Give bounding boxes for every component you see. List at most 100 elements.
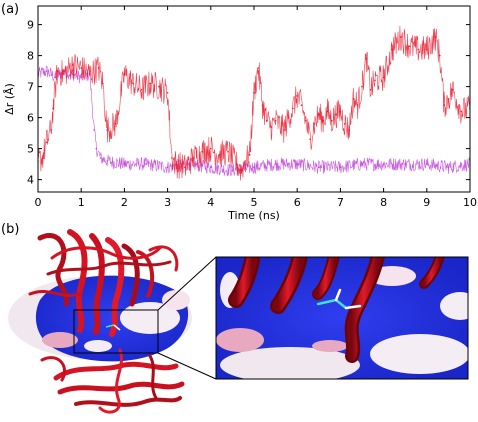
series-0-point — [408, 45, 411, 48]
zoom-connector-bottom — [157, 352, 217, 380]
series-0-point — [270, 126, 273, 128]
series-0-point — [309, 138, 311, 141]
series-0-point — [300, 104, 303, 106]
series-0-point — [447, 98, 450, 100]
series-0-point — [240, 169, 242, 172]
series-0-point — [318, 113, 320, 116]
y-tick-label: 4 — [27, 174, 34, 187]
series-0-point — [369, 88, 372, 91]
series-1-point — [447, 166, 450, 168]
series-1-point — [274, 163, 277, 165]
series-0-point — [140, 88, 143, 91]
series-0-point — [201, 150, 203, 153]
series-0-point — [158, 85, 160, 88]
series-0-point — [426, 48, 428, 51]
series-1-point — [95, 147, 98, 150]
series-0-point — [56, 70, 59, 72]
series-0-point — [244, 160, 247, 162]
series-0-point — [417, 48, 419, 51]
series-0-point — [460, 110, 463, 113]
protein-rendering — [8, 229, 217, 414]
series-0-point — [253, 92, 255, 94]
series-1-point — [404, 163, 407, 165]
series-0-point — [132, 82, 134, 85]
y-tick-label: 8 — [27, 50, 34, 63]
x-tick-label: 0 — [35, 196, 42, 209]
series-0-point — [235, 163, 238, 165]
series-0-point — [434, 36, 437, 38]
x-tick-label: 7 — [337, 196, 344, 209]
panel-a-label: (a) — [1, 2, 19, 17]
series-0-point — [287, 116, 290, 119]
series-0-point — [374, 79, 376, 82]
series-0-point — [391, 48, 394, 51]
series-0-point — [218, 154, 221, 156]
series-0-point — [71, 64, 74, 66]
series-0-point — [382, 76, 385, 79]
series-0-point — [335, 113, 337, 116]
series-0-point — [365, 57, 368, 60]
y-axis-label: Δr (Å) — [3, 83, 16, 115]
series-0-point — [210, 147, 212, 150]
series-0-point — [400, 36, 402, 38]
series-1-point — [145, 163, 147, 165]
series-1-point — [54, 76, 57, 79]
series-0-point — [257, 67, 260, 69]
series-0-point — [227, 150, 229, 153]
x-axis-label: Time (ns) — [227, 209, 280, 222]
series-0-point — [102, 82, 104, 85]
x-tick-label: 6 — [294, 196, 301, 209]
y-tick-label: 5 — [27, 143, 34, 156]
series-0-trace — [38, 25, 470, 181]
series-0-point — [97, 67, 100, 69]
series-0-point — [89, 73, 91, 75]
series-0-point — [438, 54, 441, 57]
series-layer — [38, 25, 470, 181]
series-1-point — [210, 166, 212, 168]
series-1-point — [253, 166, 255, 168]
inset-ribbons — [228, 257, 445, 363]
series-0-point — [184, 166, 186, 168]
series-0-point — [292, 107, 294, 110]
series-0-point — [50, 129, 52, 131]
series-0-point — [114, 123, 117, 125]
series-0-point — [283, 129, 286, 131]
x-tick-label: 5 — [251, 196, 258, 209]
x-tick-label: 4 — [207, 196, 214, 209]
inset-ligand — [316, 288, 362, 310]
series-1-point — [93, 129, 95, 131]
y-tick-label: 9 — [27, 19, 34, 32]
series-1-point — [80, 76, 82, 79]
series-0-point — [343, 123, 346, 125]
series-1-point — [296, 163, 299, 165]
ligand-sticks — [105, 324, 121, 331]
series-1-point — [339, 166, 342, 168]
series-1-point — [426, 163, 428, 165]
series-0-point — [261, 104, 264, 106]
series-0-point — [296, 95, 299, 97]
series-0-point — [192, 157, 195, 159]
series-0-point — [106, 129, 108, 131]
ticks-layer: 0 1 2 3 4 5 6 7 8 9 10 4 5 6 7 8 9 — [27, 6, 477, 209]
series-0-point — [45, 141, 48, 144]
series-0-point — [248, 154, 251, 156]
panel-b-label: (b) — [1, 222, 19, 237]
x-tick-label: 10 — [463, 196, 477, 209]
series-1-point — [382, 163, 385, 165]
x-tick-label: 1 — [78, 196, 85, 209]
protein-ribbons-top — [28, 229, 179, 337]
series-1-point — [318, 166, 320, 168]
series-0-point — [123, 73, 126, 75]
series-1-point — [166, 166, 169, 168]
series-0-point — [361, 85, 363, 88]
series-1-point — [99, 157, 102, 159]
series-1-point — [123, 163, 126, 165]
series-0-point — [322, 119, 324, 122]
series-0-point — [175, 163, 178, 165]
series-0-point — [149, 82, 152, 85]
series-0-point — [451, 88, 454, 91]
zoom-connector-top — [157, 256, 217, 311]
zoom-region-box — [73, 309, 159, 354]
series-0-point — [274, 119, 277, 122]
